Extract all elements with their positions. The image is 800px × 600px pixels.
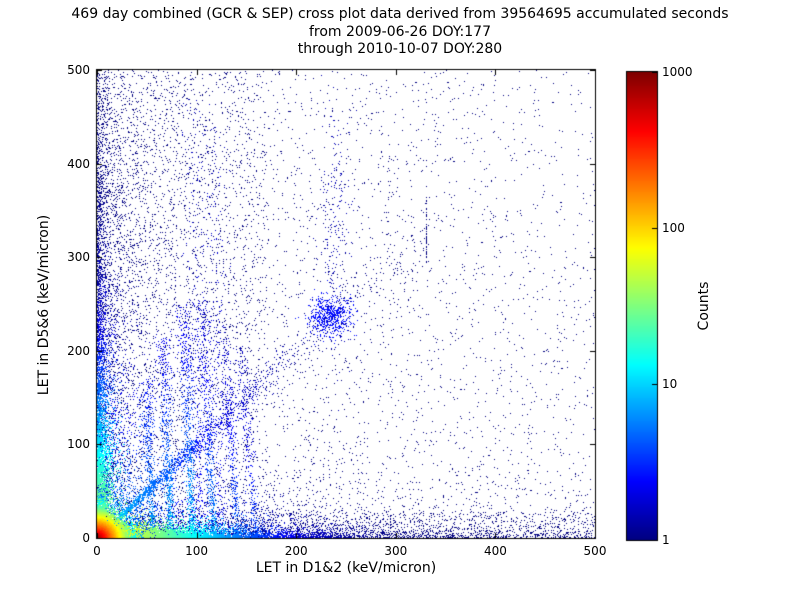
y-tick-label: 400	[67, 156, 90, 171]
x-tick-label: 300	[384, 544, 408, 558]
x-tick-label: 0	[93, 544, 101, 558]
chart-title-line-3: through 2010-10-07 DOY:280	[297, 41, 503, 57]
y-axis-label: LET in D5&6 (keV/micron)	[36, 214, 52, 396]
chart-title-line-1: 469 day combined (GCR & SEP) cross plot …	[71, 6, 729, 22]
y-tick-label: 100	[67, 437, 90, 452]
colorbar-label: Counts	[696, 281, 712, 331]
y-tick-label: 200	[67, 343, 90, 358]
x-axis-label: LET in D1&2 (keV/micron)	[255, 560, 437, 576]
y-tick-label: 0	[82, 531, 90, 545]
colorbar-tick-label: 1000	[662, 65, 693, 79]
colorbar-tick-label: 10	[662, 377, 678, 391]
x-tick-label: 400	[483, 544, 507, 558]
x-tick-label: 200	[284, 544, 308, 558]
colorbar-tick-label: 100	[662, 221, 685, 235]
chart-title-line-2: from 2009-06-26 DOY:177	[308, 24, 491, 40]
y-tick-label: 300	[67, 250, 90, 265]
x-tick-label: 500	[583, 544, 607, 558]
y-tick-label: 500	[67, 63, 90, 77]
x-tick-label: 100	[185, 544, 209, 558]
colorbar-tick-label: 1	[662, 533, 670, 547]
